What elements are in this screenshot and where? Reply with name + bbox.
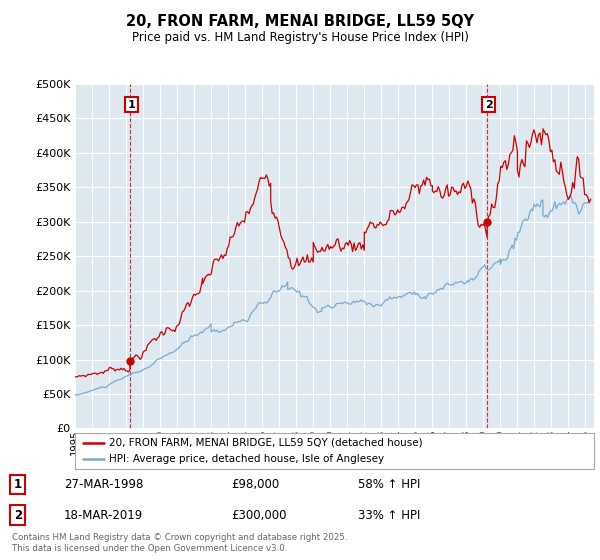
- Text: 27-MAR-1998: 27-MAR-1998: [64, 478, 143, 491]
- Text: 20, FRON FARM, MENAI BRIDGE, LL59 5QY (detached house): 20, FRON FARM, MENAI BRIDGE, LL59 5QY (d…: [109, 438, 422, 448]
- Text: £98,000: £98,000: [231, 478, 279, 491]
- Text: 33% ↑ HPI: 33% ↑ HPI: [358, 508, 420, 522]
- Text: £300,000: £300,000: [231, 508, 286, 522]
- Text: 1: 1: [14, 478, 22, 491]
- Text: HPI: Average price, detached house, Isle of Anglesey: HPI: Average price, detached house, Isle…: [109, 454, 384, 464]
- Text: 18-MAR-2019: 18-MAR-2019: [64, 508, 143, 522]
- Text: 2: 2: [485, 100, 493, 110]
- Text: 1: 1: [128, 100, 136, 110]
- Text: 2: 2: [14, 508, 22, 522]
- Text: 20, FRON FARM, MENAI BRIDGE, LL59 5QY: 20, FRON FARM, MENAI BRIDGE, LL59 5QY: [126, 14, 474, 29]
- Text: Price paid vs. HM Land Registry's House Price Index (HPI): Price paid vs. HM Land Registry's House …: [131, 31, 469, 44]
- Text: 58% ↑ HPI: 58% ↑ HPI: [358, 478, 420, 491]
- Text: Contains HM Land Registry data © Crown copyright and database right 2025.
This d: Contains HM Land Registry data © Crown c…: [12, 533, 347, 553]
